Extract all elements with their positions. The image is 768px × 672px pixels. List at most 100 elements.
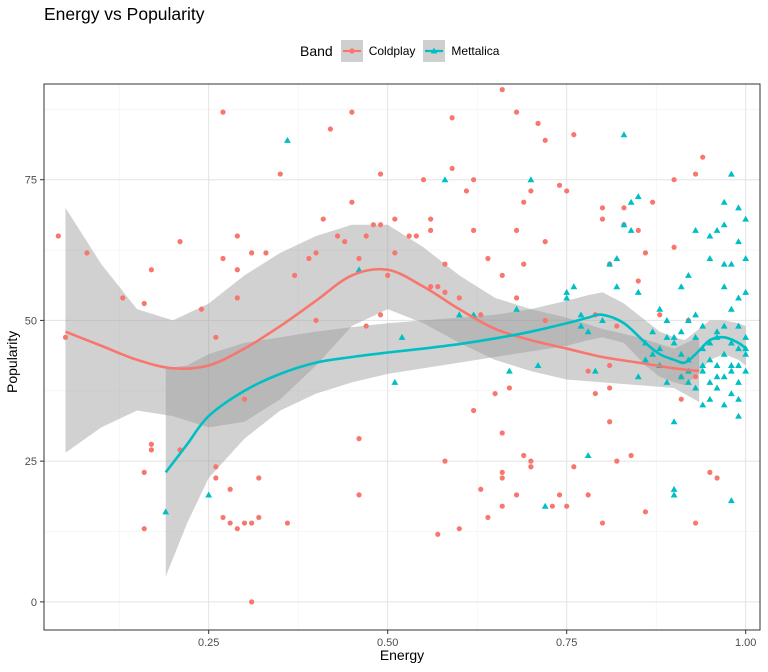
- point-coldplay: [213, 334, 219, 340]
- x-tick-label: 0.25: [198, 637, 219, 649]
- point-coldplay: [428, 227, 434, 233]
- point-coldplay: [614, 323, 620, 329]
- point-coldplay: [585, 368, 591, 374]
- point-coldplay: [141, 300, 147, 307]
- point-coldplay: [141, 469, 147, 475]
- point-mettalica: [563, 294, 571, 301]
- point-coldplay: [485, 514, 491, 521]
- point-coldplay: [356, 436, 362, 442]
- point-mettalica: [563, 288, 571, 295]
- point-coldplay: [363, 323, 369, 329]
- point-coldplay: [499, 469, 505, 475]
- point-coldplay: [521, 199, 527, 205]
- point-mettalica: [620, 131, 628, 138]
- point-coldplay: [449, 115, 455, 121]
- point-mettalica: [634, 288, 642, 295]
- point-coldplay: [599, 520, 606, 526]
- legend-title: Band: [300, 43, 333, 59]
- point-coldplay: [392, 216, 398, 222]
- point-mettalica: [735, 378, 742, 385]
- point-mettalica: [720, 373, 728, 380]
- point-mettalica: [685, 378, 692, 385]
- point-coldplay: [428, 216, 434, 222]
- point-mettalica: [513, 305, 520, 312]
- x-tick-label: 1.00: [735, 637, 756, 649]
- point-mettalica: [706, 255, 714, 262]
- point-coldplay: [370, 222, 376, 228]
- point-mettalica: [284, 136, 291, 143]
- point-coldplay: [692, 520, 699, 526]
- point-coldplay: [377, 171, 384, 177]
- point-mettalica: [577, 322, 585, 329]
- point-mettalica: [742, 333, 750, 340]
- point-coldplay: [599, 216, 606, 222]
- point-mettalica: [670, 333, 678, 340]
- point-coldplay: [227, 486, 233, 492]
- point-mettalica: [706, 378, 714, 385]
- point-mettalica: [398, 333, 406, 340]
- smooth-line-coldplay: [65, 267, 700, 373]
- point-coldplay: [256, 514, 262, 521]
- point-coldplay: [478, 486, 484, 492]
- point-mettalica: [742, 255, 750, 262]
- point-coldplay: [671, 244, 677, 250]
- point-coldplay: [463, 188, 470, 194]
- point-coldplay: [306, 255, 312, 262]
- point-mettalica: [713, 384, 721, 391]
- point-mettalica: [205, 491, 213, 498]
- point-coldplay: [220, 255, 226, 262]
- point-coldplay: [506, 385, 512, 391]
- point-coldplay: [62, 334, 69, 340]
- point-mettalica: [713, 226, 721, 233]
- point-mettalica: [706, 395, 714, 402]
- point-coldplay: [471, 227, 477, 233]
- point-coldplay: [385, 272, 391, 278]
- point-coldplay: [442, 289, 448, 295]
- point-coldplay: [635, 278, 641, 284]
- point-coldplay: [521, 261, 527, 267]
- point-coldplay: [148, 267, 154, 273]
- point-mettalica: [735, 412, 742, 419]
- point-coldplay: [513, 109, 520, 115]
- point-coldplay: [528, 188, 534, 194]
- point-coldplay: [234, 295, 240, 301]
- point-mettalica: [599, 317, 606, 323]
- point-coldplay: [692, 171, 699, 177]
- point-coldplay: [241, 520, 248, 526]
- point-coldplay: [499, 503, 505, 509]
- point-coldplay: [707, 469, 713, 475]
- point-mettalica: [620, 221, 628, 228]
- point-mettalica: [663, 317, 671, 323]
- point-coldplay: [542, 317, 548, 324]
- point-coldplay: [227, 520, 233, 526]
- point-mettalica: [162, 508, 170, 515]
- point-coldplay: [607, 385, 613, 391]
- point-coldplay: [234, 526, 240, 532]
- point-coldplay: [692, 374, 699, 380]
- point-mettalica: [455, 311, 463, 318]
- point-mettalica: [735, 204, 742, 211]
- point-mettalica: [727, 390, 735, 397]
- point-mettalica: [692, 311, 699, 318]
- point-coldplay: [456, 295, 462, 301]
- point-coldplay: [277, 171, 283, 177]
- point-coldplay: [607, 419, 613, 425]
- point-mettalica: [527, 176, 535, 183]
- point-mettalica: [670, 339, 678, 346]
- point-mettalica: [727, 362, 735, 368]
- point-coldplay: [571, 464, 577, 470]
- point-coldplay: [420, 177, 427, 183]
- x-tick-label: 0.50: [377, 637, 398, 649]
- point-mettalica: [735, 238, 742, 245]
- point-mettalica: [735, 345, 742, 352]
- point-coldplay: [55, 233, 61, 239]
- point-mettalica: [642, 356, 649, 363]
- point-mettalica: [670, 491, 678, 498]
- point-mettalica: [677, 350, 685, 357]
- point-coldplay: [220, 109, 226, 115]
- point-coldplay: [499, 430, 505, 436]
- point-mettalica: [591, 367, 599, 374]
- x-axis-label: Energy: [379, 647, 425, 663]
- point-mettalica: [699, 362, 707, 368]
- point-mettalica: [720, 350, 728, 357]
